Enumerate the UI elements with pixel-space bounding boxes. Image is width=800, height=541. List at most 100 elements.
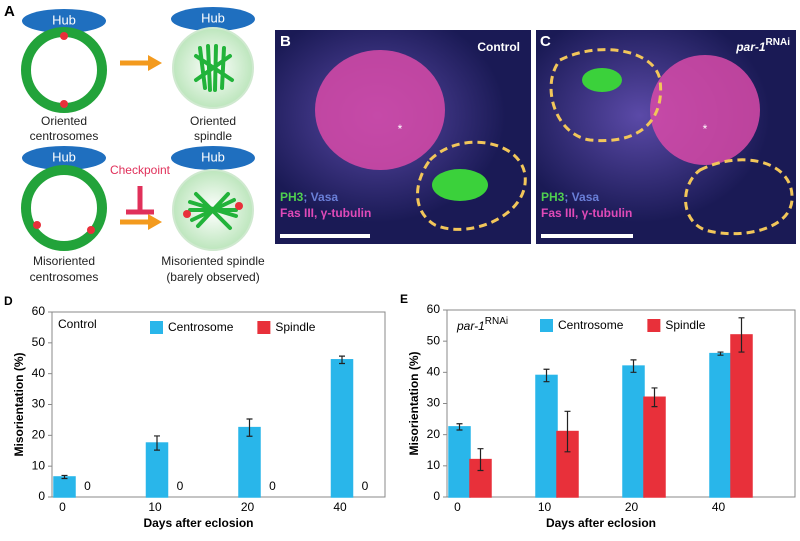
caption: centrosomes	[30, 270, 99, 284]
data-label: 0	[177, 479, 184, 493]
x-axis-label: Days after eclosion	[143, 516, 253, 530]
y-tick-label: 20	[427, 427, 441, 441]
caption: Oriented	[41, 114, 87, 128]
x-tick-label: 10	[148, 500, 162, 514]
error-bar	[738, 317, 745, 353]
ph3-stain	[432, 169, 488, 201]
caption: Misoriented spindle	[161, 254, 265, 268]
condition: par-1RNAi	[735, 37, 790, 55]
hub-asterisk: *	[703, 122, 708, 136]
hub-label: Hub	[52, 12, 76, 27]
centrosome	[60, 100, 68, 108]
hub-shape	[171, 7, 255, 31]
bar	[53, 476, 76, 498]
annotation: par-1RNAi	[456, 316, 508, 334]
panel-label: E	[400, 292, 408, 306]
y-tick-label: 40	[32, 366, 46, 380]
centrosome	[87, 226, 95, 234]
bar	[238, 426, 261, 498]
stain: PH3	[541, 190, 565, 204]
stain-legend: PH3; Vasa	[541, 190, 599, 204]
bar	[643, 396, 666, 498]
error-bar	[717, 351, 724, 356]
bar	[622, 365, 645, 498]
hub-stain	[315, 50, 445, 170]
cell-outline	[416, 140, 527, 231]
hub-label: Hub	[201, 10, 225, 25]
data-label: 0	[269, 479, 276, 493]
centrosome	[235, 202, 243, 210]
stain: ; Vasa	[303, 190, 338, 204]
y-axis-label: Misorientation (%)	[12, 352, 26, 456]
y-tick-label: 60	[32, 304, 46, 318]
y-tick-label: 50	[32, 335, 46, 349]
condition: Control	[477, 40, 520, 54]
arrow-head	[148, 55, 162, 71]
legend-label: Spindle	[665, 318, 705, 332]
error-bar	[246, 418, 253, 437]
cell	[21, 27, 107, 113]
hub-stain	[650, 55, 760, 165]
y-tick-label: 60	[427, 302, 441, 316]
caption: (barely observed)	[166, 270, 259, 284]
y-tick-label: 30	[427, 396, 441, 410]
legend-swatch	[540, 319, 553, 332]
cell-outline	[549, 48, 663, 143]
stain-legend: PH3; Vasa	[280, 190, 338, 204]
y-tick-label: 0	[38, 489, 45, 503]
legend-label: Spindle	[275, 320, 315, 334]
x-tick-label: 20	[241, 500, 255, 514]
caption: spindle	[194, 129, 232, 143]
hub-asterisk: *	[398, 122, 403, 136]
caption: Oriented	[190, 114, 236, 128]
spindle	[188, 192, 238, 230]
y-tick-label: 40	[427, 365, 441, 379]
error-bar	[477, 448, 484, 472]
annotation-text: Control	[58, 317, 97, 331]
panel-c: * C par-1RNAi PH3; Vasa Fas III, γ-tubul…	[536, 30, 796, 244]
hub-shape	[22, 146, 106, 170]
panel-a: A Hub Oriented centrosomes Hub Oriented …	[4, 3, 265, 284]
bar	[730, 334, 753, 498]
y-tick-label: 10	[427, 458, 441, 472]
data-label: 0	[84, 479, 91, 493]
error-bar	[154, 435, 160, 451]
charts: D 0 10 20 30 40 50 60 Misorientation (%) Days aft…	[4, 292, 796, 530]
caption: centrosomes	[30, 129, 99, 143]
annotation-text: par-1	[456, 319, 485, 333]
panel-label: C	[540, 33, 551, 50]
error-bar	[543, 368, 550, 383]
hub-shape	[22, 9, 106, 33]
y-tick-label: 30	[32, 397, 46, 411]
stain: PH3	[280, 190, 304, 204]
cell-outline	[684, 158, 794, 236]
stain: Fas III, γ-tubulin	[541, 206, 632, 220]
checkpoint-label: Checkpoint	[110, 163, 171, 177]
legend-swatch	[150, 321, 163, 334]
hub-label: Hub	[201, 149, 225, 164]
x-axis-label: Days after eclosion	[546, 516, 656, 530]
centrosome	[60, 32, 68, 40]
x-tick-label: 40	[712, 500, 726, 514]
x-tick-label: 20	[625, 500, 639, 514]
cell	[21, 165, 107, 251]
bar	[145, 442, 169, 498]
centrosome	[183, 210, 191, 218]
y-tick-label: 0	[433, 489, 440, 503]
error-bar	[651, 387, 658, 408]
x-tick-label: 0	[454, 500, 461, 514]
condition-sup: RNAi	[766, 37, 791, 48]
hub-label: Hub	[52, 149, 76, 164]
y-axis-label: Misorientation (%)	[407, 351, 421, 455]
annotation: Control	[58, 317, 97, 331]
hub-shape	[171, 146, 255, 170]
bar	[535, 374, 558, 498]
bar	[330, 359, 354, 498]
inhibition	[126, 186, 154, 215]
legend-label: Centrosome	[558, 318, 624, 332]
stain: ; Vasa	[564, 190, 599, 204]
scale-bar	[280, 234, 370, 238]
condition-name: par-1	[735, 40, 766, 54]
legend-swatch	[647, 319, 661, 332]
arrow-head	[148, 214, 162, 230]
